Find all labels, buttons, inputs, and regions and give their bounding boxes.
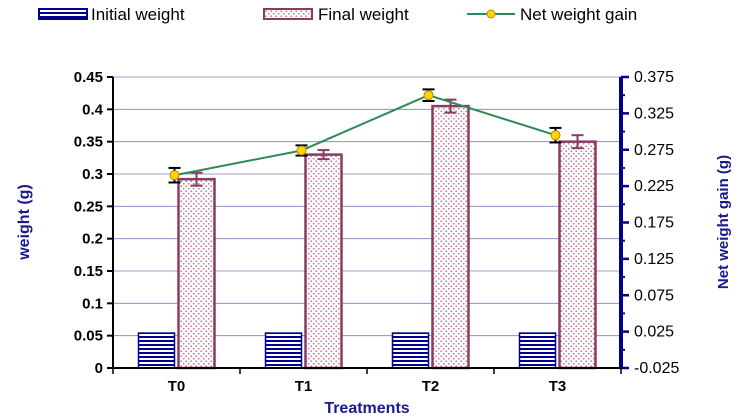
y2-tick-label: 0.375 xyxy=(634,69,674,86)
y-tick-label: 0.2 xyxy=(82,231,103,248)
y2-tick-label: 0.175 xyxy=(634,215,674,232)
x-tick-label: T0 xyxy=(168,378,186,395)
legend-label-final-weight: Final weight xyxy=(318,5,409,24)
y-tick-label: 0.25 xyxy=(74,198,103,215)
legend-marker-net-weight-gain xyxy=(486,9,496,19)
y-tick-label: 0.3 xyxy=(82,166,103,183)
bar-final-weight xyxy=(558,140,597,370)
legend-label-net-weight-gain: Net weight gain xyxy=(520,5,637,24)
point-net-weight-gain xyxy=(550,130,561,141)
y2-tick-label: 0.325 xyxy=(634,105,674,122)
bar-final-weight xyxy=(177,177,216,370)
bar-initial-weight xyxy=(518,332,557,369)
legend-swatch-initial-weight xyxy=(38,8,88,20)
x-tick-label: T2 xyxy=(422,378,440,395)
y-tick-label: 0.15 xyxy=(74,263,103,280)
bar-initial-weight xyxy=(137,332,176,369)
y2-tick-label: 0.225 xyxy=(634,178,674,195)
x-axis-title: Treatments xyxy=(324,400,409,417)
y-tick-label: 0 xyxy=(95,360,103,377)
y2-axis-title: Net weight gain (g) xyxy=(715,155,732,289)
y-tick-label: 0.4 xyxy=(82,101,104,118)
net-weight-gain-line xyxy=(168,88,562,184)
point-net-weight-gain xyxy=(423,90,434,101)
legend-label-initial-weight: Initial weight xyxy=(91,5,185,24)
bar-final-weight xyxy=(304,153,343,370)
x-axis-ticks: T0 T1 T2 T3 xyxy=(112,368,622,395)
y2-tick-label: 0.275 xyxy=(634,142,674,159)
y2-tick-label: 0.125 xyxy=(634,251,674,268)
x-tick-label: T1 xyxy=(295,378,313,395)
legend-item-net-weight-gain: Net weight gain xyxy=(467,5,637,24)
y-tick-label: 0.05 xyxy=(74,328,103,345)
y-tick-label: 0.45 xyxy=(74,69,103,86)
bar-initial-weight xyxy=(391,332,430,369)
bars xyxy=(137,104,597,370)
point-net-weight-gain xyxy=(296,145,307,156)
legend-swatch-final-weight xyxy=(263,8,313,20)
line-net-weight-gain xyxy=(174,94,556,177)
y-tick-label: 0.35 xyxy=(74,134,103,151)
x-tick-label: T3 xyxy=(549,378,567,395)
y-tick-label: 0.1 xyxy=(82,295,103,312)
legend-item-initial-weight: Initial weight xyxy=(38,5,185,24)
y-axis-title: weight (g) xyxy=(16,184,33,261)
bar-final-weight xyxy=(431,104,470,370)
left-axis-ticks: 0 0.05 0.1 0.15 0.2 0.25 0.3 0.35 0.4 0.45 xyxy=(74,69,113,377)
point-net-weight-gain xyxy=(169,170,180,181)
y2-tick-label: -0.025 xyxy=(634,360,679,377)
legend-item-final-weight: Final weight xyxy=(263,5,409,24)
bar-initial-weight xyxy=(264,332,303,369)
y2-tick-label: 0.075 xyxy=(634,287,674,304)
legend: Initial weight Final weight Net weight g… xyxy=(38,5,637,24)
right-axis-ticks: -0.025 0.025 0.075 0.125 0.175 0.225 0.275 0.32… xyxy=(621,69,679,377)
y2-tick-label: 0.025 xyxy=(634,324,674,341)
